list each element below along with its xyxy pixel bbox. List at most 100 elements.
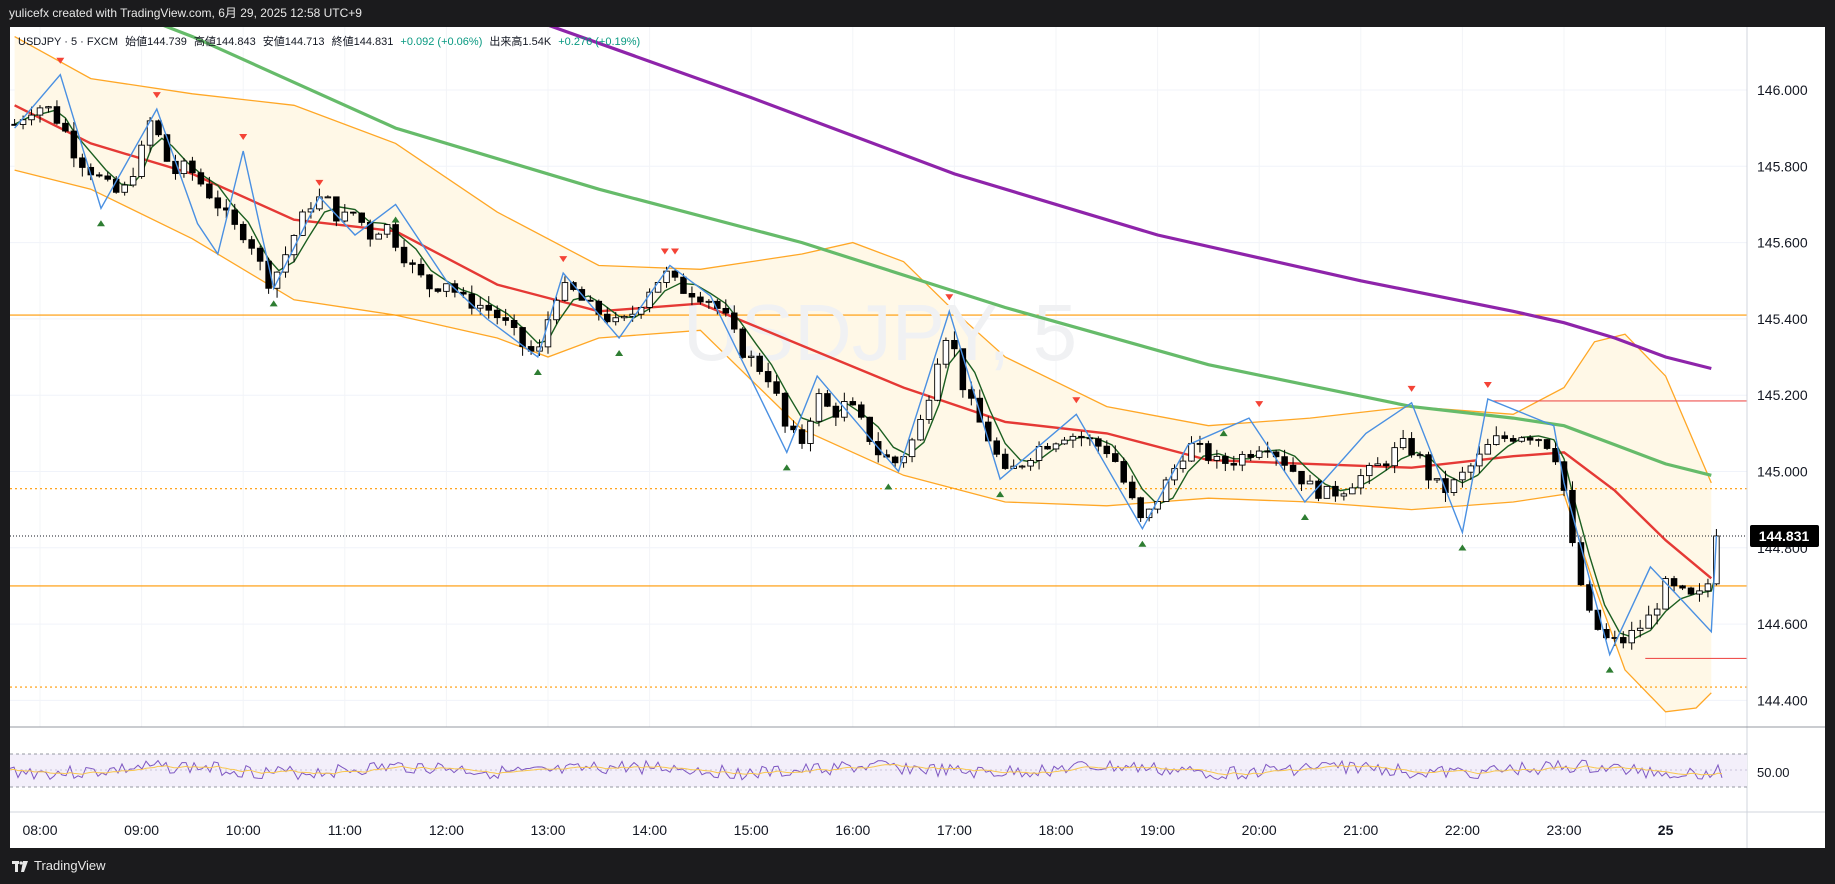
candle-body: [1586, 584, 1593, 611]
candle-body: [1061, 439, 1068, 445]
candlestick: [1306, 474, 1314, 485]
candlestick: [375, 232, 382, 240]
candle-body: [680, 276, 687, 294]
candle-body: [1391, 447, 1398, 467]
candlestick: [671, 270, 679, 282]
candlestick: [925, 395, 933, 424]
candlestick: [248, 235, 255, 255]
candlestick: [1535, 438, 1542, 447]
footer-brand[interactable]: TradingView: [34, 858, 106, 873]
y-tick-label: 145.200: [1757, 387, 1808, 403]
candle-body: [731, 312, 738, 330]
candlestick: [1493, 426, 1500, 446]
candle-body: [570, 282, 577, 290]
candle-body: [1230, 463, 1238, 466]
x-tick-label: 20:00: [1242, 822, 1277, 838]
signal-down-marker: [1255, 401, 1264, 408]
candlestick: [1467, 463, 1475, 480]
x-tick-label: 21:00: [1343, 822, 1378, 838]
candle-body: [409, 262, 416, 265]
candlestick: [993, 437, 1000, 458]
tradingview-logo-icon[interactable]: [12, 860, 28, 872]
candle-body: [248, 239, 255, 249]
candlestick: [908, 437, 916, 463]
candlestick: [1044, 443, 1051, 450]
candlestick: [1560, 461, 1568, 497]
candle-body: [1357, 475, 1365, 489]
candle-body: [1349, 487, 1356, 495]
candlestick: [697, 291, 704, 305]
candle-body: [561, 282, 569, 301]
legend-open: 始値144.739: [125, 36, 187, 48]
candlestick: [485, 296, 492, 319]
signal-down-marker: [660, 248, 669, 255]
candlestick: [1645, 605, 1652, 629]
candlestick: [1128, 475, 1136, 500]
signal-up-marker: [533, 369, 542, 376]
candlestick: [28, 106, 35, 126]
y-tick-label: 144.600: [1757, 616, 1808, 632]
candlestick: [1255, 446, 1263, 460]
candlestick: [1687, 586, 1695, 596]
signal-down-marker: [1483, 382, 1492, 389]
candle-body: [917, 418, 924, 441]
candle-body: [417, 263, 425, 276]
candlestick: [1103, 440, 1111, 458]
y-tick-label: 145.000: [1757, 464, 1808, 480]
candlestick: [443, 283, 450, 298]
candle-body: [1408, 438, 1415, 456]
candlestick: [764, 362, 772, 388]
candlestick: [1298, 470, 1305, 491]
candle-body: [1535, 439, 1542, 442]
candlestick: [1239, 451, 1246, 472]
legend-symbol[interactable]: USDJPY · 5 · FXCM: [18, 36, 119, 48]
candle-body: [1518, 437, 1525, 442]
candle-body: [121, 184, 128, 193]
candle-body: [214, 197, 222, 209]
signal-up-marker: [96, 220, 105, 227]
candlestick: [1509, 435, 1517, 444]
candlestick: [1222, 452, 1229, 472]
candle-body: [1543, 439, 1551, 449]
candle-body: [553, 299, 560, 321]
candle-body: [28, 114, 35, 121]
candlestick: [1416, 451, 1424, 459]
attribution-bar: yulicefx created with TradingView.com, 6…: [0, 0, 1835, 27]
candlestick: [155, 119, 162, 137]
candle-body: [773, 381, 780, 394]
candle-body: [1239, 453, 1246, 466]
x-tick-label: 19:00: [1140, 822, 1175, 838]
candlestick: [688, 286, 696, 306]
candle-body: [1442, 478, 1449, 494]
candlestick: [256, 245, 264, 271]
candlestick: [1433, 478, 1441, 483]
candle-body: [1137, 497, 1144, 519]
candle-body: [942, 339, 950, 365]
candle-body: [189, 160, 196, 174]
signal-up-marker: [1219, 430, 1228, 437]
candle-body: [1162, 479, 1170, 502]
candle-body: [290, 234, 298, 256]
candle-body: [1281, 456, 1288, 466]
candle-body: [129, 176, 137, 186]
candle-body: [858, 404, 865, 418]
x-tick-label: 12:00: [429, 822, 464, 838]
signal-down-marker: [239, 134, 248, 141]
candle-body: [1255, 450, 1263, 458]
candle-body: [1713, 535, 1720, 585]
candle-body: [493, 309, 501, 319]
candle-body: [206, 183, 213, 199]
candle-body: [392, 224, 399, 248]
candlestick: [1408, 432, 1415, 458]
candlestick: [1281, 449, 1288, 472]
candle-body: [807, 420, 814, 444]
candle-body: [1425, 454, 1432, 481]
candle-body: [1620, 637, 1627, 644]
signal-down-marker: [56, 57, 65, 64]
candlestick: [891, 455, 899, 468]
candle-body: [705, 300, 713, 303]
signal-up-marker: [996, 491, 1005, 498]
candlestick: [239, 221, 247, 244]
candlestick: [383, 223, 391, 239]
